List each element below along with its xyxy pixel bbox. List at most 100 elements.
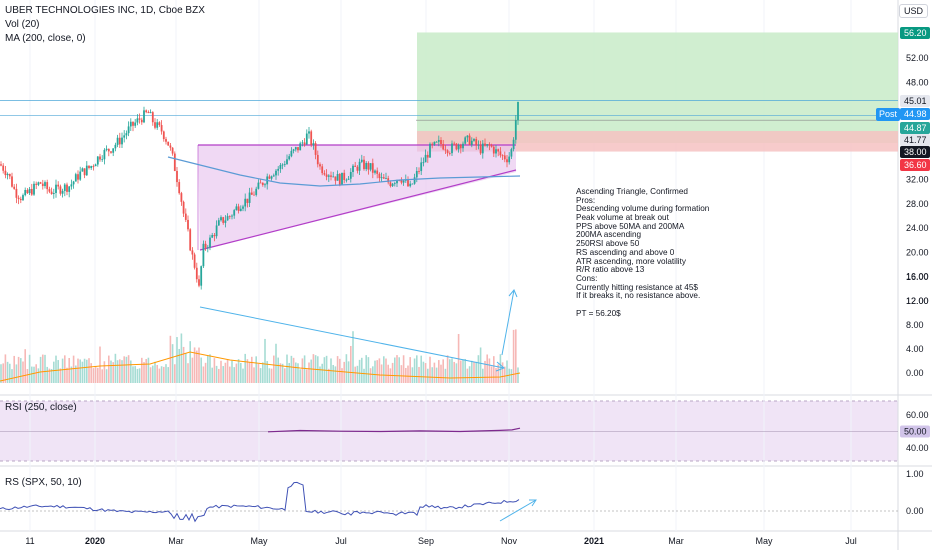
candle-body <box>327 175 330 177</box>
volume-bar <box>138 368 141 383</box>
candle-body <box>275 170 277 176</box>
volume-bar <box>257 363 260 383</box>
volume-bar <box>185 353 187 383</box>
candle-body <box>479 144 482 154</box>
candle-body <box>228 216 231 217</box>
candle-body <box>451 143 453 154</box>
volume-bar <box>358 359 361 383</box>
volume-bar <box>193 347 196 383</box>
volume-bar <box>180 333 183 383</box>
candle-body <box>96 156 99 165</box>
grid-layer <box>29 0 852 531</box>
price-tick-label: 12.00 <box>906 296 929 306</box>
candle-body <box>59 186 62 194</box>
candle-body <box>178 182 181 194</box>
volume-bar <box>303 355 306 383</box>
candle-body <box>127 126 130 134</box>
volume-bar <box>229 366 231 383</box>
candle-body <box>292 149 295 151</box>
candle-body <box>101 159 104 161</box>
volume-bar <box>455 363 458 383</box>
volume-bar <box>42 354 44 383</box>
volume-bar <box>301 358 304 383</box>
volume-bar <box>187 363 189 383</box>
analysis-notes: Ascending Triangle, Confirmed Pros: Descen… <box>576 187 709 318</box>
candle-body <box>512 139 515 150</box>
volume-bar <box>482 368 484 383</box>
note-line: Peak volume at break out <box>576 213 669 223</box>
volume-bar <box>0 364 2 383</box>
candle-body <box>323 173 326 175</box>
time-axis[interactable]: 11 2020 Mar May Jul Sep Nov 2021 Mar May Jul <box>25 536 856 546</box>
currency-button[interactable]: USD <box>898 4 928 18</box>
volume-bar <box>174 364 176 383</box>
candle-body <box>88 165 90 169</box>
volume-bar <box>391 362 394 383</box>
price-label-box <box>900 122 930 134</box>
candle-body <box>114 144 117 149</box>
candle-body <box>143 110 145 123</box>
volume-bar <box>253 367 255 383</box>
volume-bar <box>83 358 86 383</box>
candle-body <box>33 183 35 195</box>
volume-bar <box>79 359 81 383</box>
rs-trend-arrow <box>499 499 537 522</box>
volume-bar <box>39 356 42 383</box>
price-label: 45.01 <box>904 96 927 106</box>
candle-body <box>297 147 299 151</box>
price-label-box <box>900 159 930 171</box>
volume-bar <box>231 360 233 383</box>
price-label: 44.87 <box>904 123 927 133</box>
volume-bar <box>202 366 205 383</box>
candle-body <box>376 170 379 174</box>
price-axis[interactable]: 12.0016.0020.0024.0028.0032.0036.0048.00… <box>900 27 930 516</box>
candle-body <box>303 142 306 145</box>
candle-body <box>312 143 315 146</box>
candle-body <box>213 235 216 237</box>
candle-body <box>149 112 152 114</box>
volume-bar <box>88 358 90 383</box>
volume-bar <box>46 366 48 383</box>
time-tick-label: 2021 <box>584 536 604 546</box>
volume-bar <box>248 362 251 383</box>
volume-bar <box>451 358 453 383</box>
volume-bar <box>259 368 262 383</box>
volume-bar <box>440 364 442 383</box>
rsi-value-box <box>900 425 930 438</box>
candle-body <box>354 165 357 167</box>
candle-body <box>50 191 53 195</box>
volume-bar <box>116 360 119 383</box>
candle-body <box>310 131 313 146</box>
volume-bar <box>97 367 99 383</box>
rs-tick-label: 1.00 <box>906 469 924 479</box>
volume-bar <box>495 368 497 383</box>
volume-bar <box>198 347 200 383</box>
volume-bar <box>103 361 106 383</box>
volume-bar <box>37 368 40 383</box>
candle-body <box>442 143 445 150</box>
candle-body <box>136 118 139 123</box>
candle-body <box>418 170 420 172</box>
volume-bar <box>20 358 22 383</box>
candle-body <box>349 171 352 179</box>
volume-bar <box>475 361 477 383</box>
candle-body <box>492 146 495 154</box>
candle-body <box>429 143 431 158</box>
candle-body <box>156 122 159 128</box>
candle-body <box>248 192 251 203</box>
candle-body <box>457 145 460 150</box>
price-label: 36.60 <box>904 160 927 170</box>
volume-bar <box>328 368 330 383</box>
candle-body <box>123 135 126 138</box>
candle-body <box>316 154 319 165</box>
arrow-head <box>529 499 537 507</box>
candle-body <box>138 118 141 120</box>
volume-bar <box>473 361 475 383</box>
candle-body <box>55 184 57 194</box>
candle-body <box>396 180 398 184</box>
volume-bar <box>22 361 24 383</box>
price-label-box <box>900 134 930 146</box>
candle-body <box>46 182 49 190</box>
candle-body <box>90 166 93 169</box>
